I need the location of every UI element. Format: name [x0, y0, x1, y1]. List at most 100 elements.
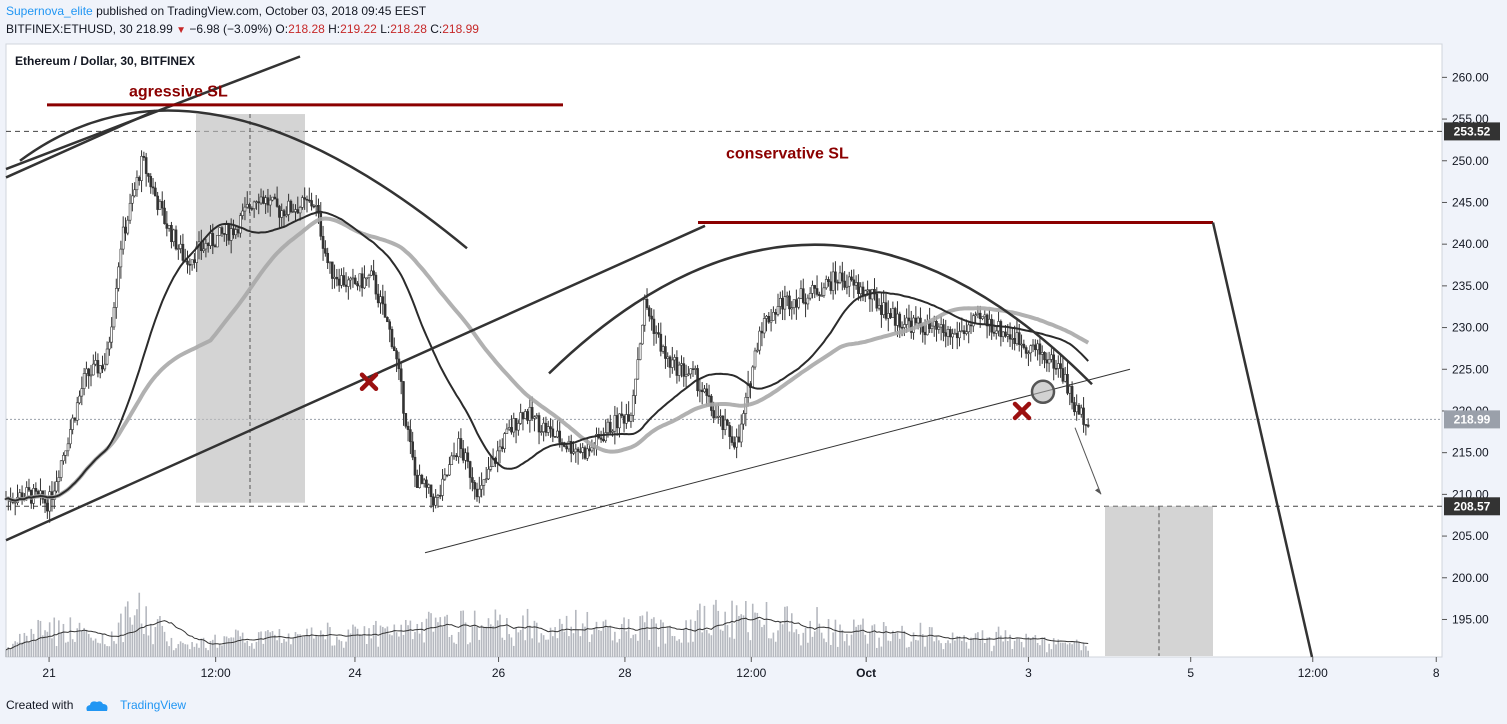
volume-bar	[110, 631, 113, 657]
volume-bar	[317, 636, 320, 657]
candle-body	[955, 332, 959, 339]
volume-bar	[23, 632, 26, 657]
volume-bar	[728, 637, 731, 657]
volume-bar	[361, 635, 363, 657]
volume-bar	[469, 642, 471, 657]
candle-body	[728, 425, 732, 437]
volume-bar	[395, 632, 398, 657]
volume-bar	[754, 612, 756, 657]
volume-bar	[290, 644, 292, 657]
volume-bar	[703, 605, 706, 657]
volume-bar	[411, 639, 414, 657]
volume-bar	[802, 632, 805, 657]
volume-bar	[807, 642, 809, 657]
volume-bar	[625, 631, 628, 657]
volume-bar	[200, 638, 203, 657]
candle-body	[482, 479, 486, 486]
volume-bar	[717, 610, 720, 657]
volume-bar	[1057, 639, 1060, 657]
candle-body	[374, 274, 378, 295]
volume-bar	[184, 644, 187, 657]
volume-bar	[384, 628, 386, 657]
candle-body	[98, 365, 102, 374]
volume-bar	[241, 632, 244, 657]
volume-bar	[71, 639, 74, 657]
candle-body	[703, 388, 706, 393]
candle-body	[654, 332, 658, 334]
candle-body	[147, 173, 150, 177]
candle-body	[342, 275, 346, 286]
volume-bar	[1071, 644, 1073, 657]
x-tick-label: 3	[1025, 666, 1032, 680]
volume-bar	[531, 638, 533, 657]
volume-bar	[751, 603, 754, 657]
candle-body	[468, 461, 472, 478]
volume-bar	[896, 632, 899, 657]
candle-body	[944, 332, 948, 337]
volume-bar	[467, 644, 469, 657]
candle-body	[820, 295, 823, 297]
volume-bar	[524, 640, 527, 657]
candle-body	[59, 460, 63, 478]
candle-body	[82, 373, 86, 389]
candle-body	[602, 439, 605, 442]
volume-bar	[967, 648, 970, 657]
candle-body	[101, 365, 104, 370]
candle-body	[648, 307, 651, 317]
candle-body	[1082, 407, 1085, 425]
candle-body	[110, 326, 113, 343]
volume-bar	[1080, 650, 1083, 657]
volume-bar	[970, 637, 972, 657]
volume-bar	[74, 641, 76, 657]
candle-body	[953, 332, 957, 335]
candle-body	[464, 452, 467, 461]
volume-bar	[616, 642, 618, 657]
candle-body	[69, 429, 72, 445]
tradingview-brand-link[interactable]: TradingView	[120, 698, 187, 712]
candle-body	[252, 201, 256, 209]
volume-bar	[363, 626, 366, 657]
volume-bar	[556, 638, 559, 657]
candle-body	[1004, 331, 1007, 337]
candle-body	[1050, 354, 1053, 360]
candle-body	[631, 395, 635, 416]
candle-body	[797, 298, 800, 308]
volume-bar	[177, 644, 180, 657]
volume-bar	[92, 640, 95, 657]
volume-bar	[823, 638, 825, 657]
candle-body	[225, 224, 228, 235]
candle-body	[282, 210, 286, 217]
candle-body	[569, 440, 573, 454]
volume-bar	[1068, 643, 1071, 657]
volume-bar	[855, 626, 857, 657]
volume-bar	[434, 617, 437, 657]
candle-body	[167, 225, 171, 229]
volume-bar	[1018, 638, 1021, 657]
volume-bar	[1087, 650, 1089, 657]
volume-bar	[790, 613, 793, 657]
candle-body	[535, 415, 539, 418]
volume-bar	[186, 644, 189, 657]
candle-body	[255, 201, 258, 203]
down-arrow-icon: ▼	[176, 25, 186, 36]
volume-bar	[230, 637, 232, 657]
volume-bar	[1052, 638, 1055, 657]
candle-body	[273, 196, 277, 200]
candle-body	[618, 413, 621, 429]
volume-bar	[296, 634, 299, 657]
candle-body	[64, 450, 68, 456]
candle-body	[335, 276, 339, 280]
candle-body	[811, 285, 814, 294]
candle-body	[537, 415, 541, 433]
volume-bar	[517, 632, 520, 657]
volume-bar	[225, 636, 228, 657]
candle-body	[507, 427, 511, 430]
candle-body	[131, 195, 134, 204]
author-link[interactable]: Supernova_elite	[6, 4, 93, 18]
price-label-text: 253.52	[1454, 124, 1491, 138]
candle-body	[841, 272, 844, 282]
volume-bar	[1013, 640, 1016, 657]
candle-body	[689, 368, 692, 375]
volume-bar	[738, 615, 740, 657]
